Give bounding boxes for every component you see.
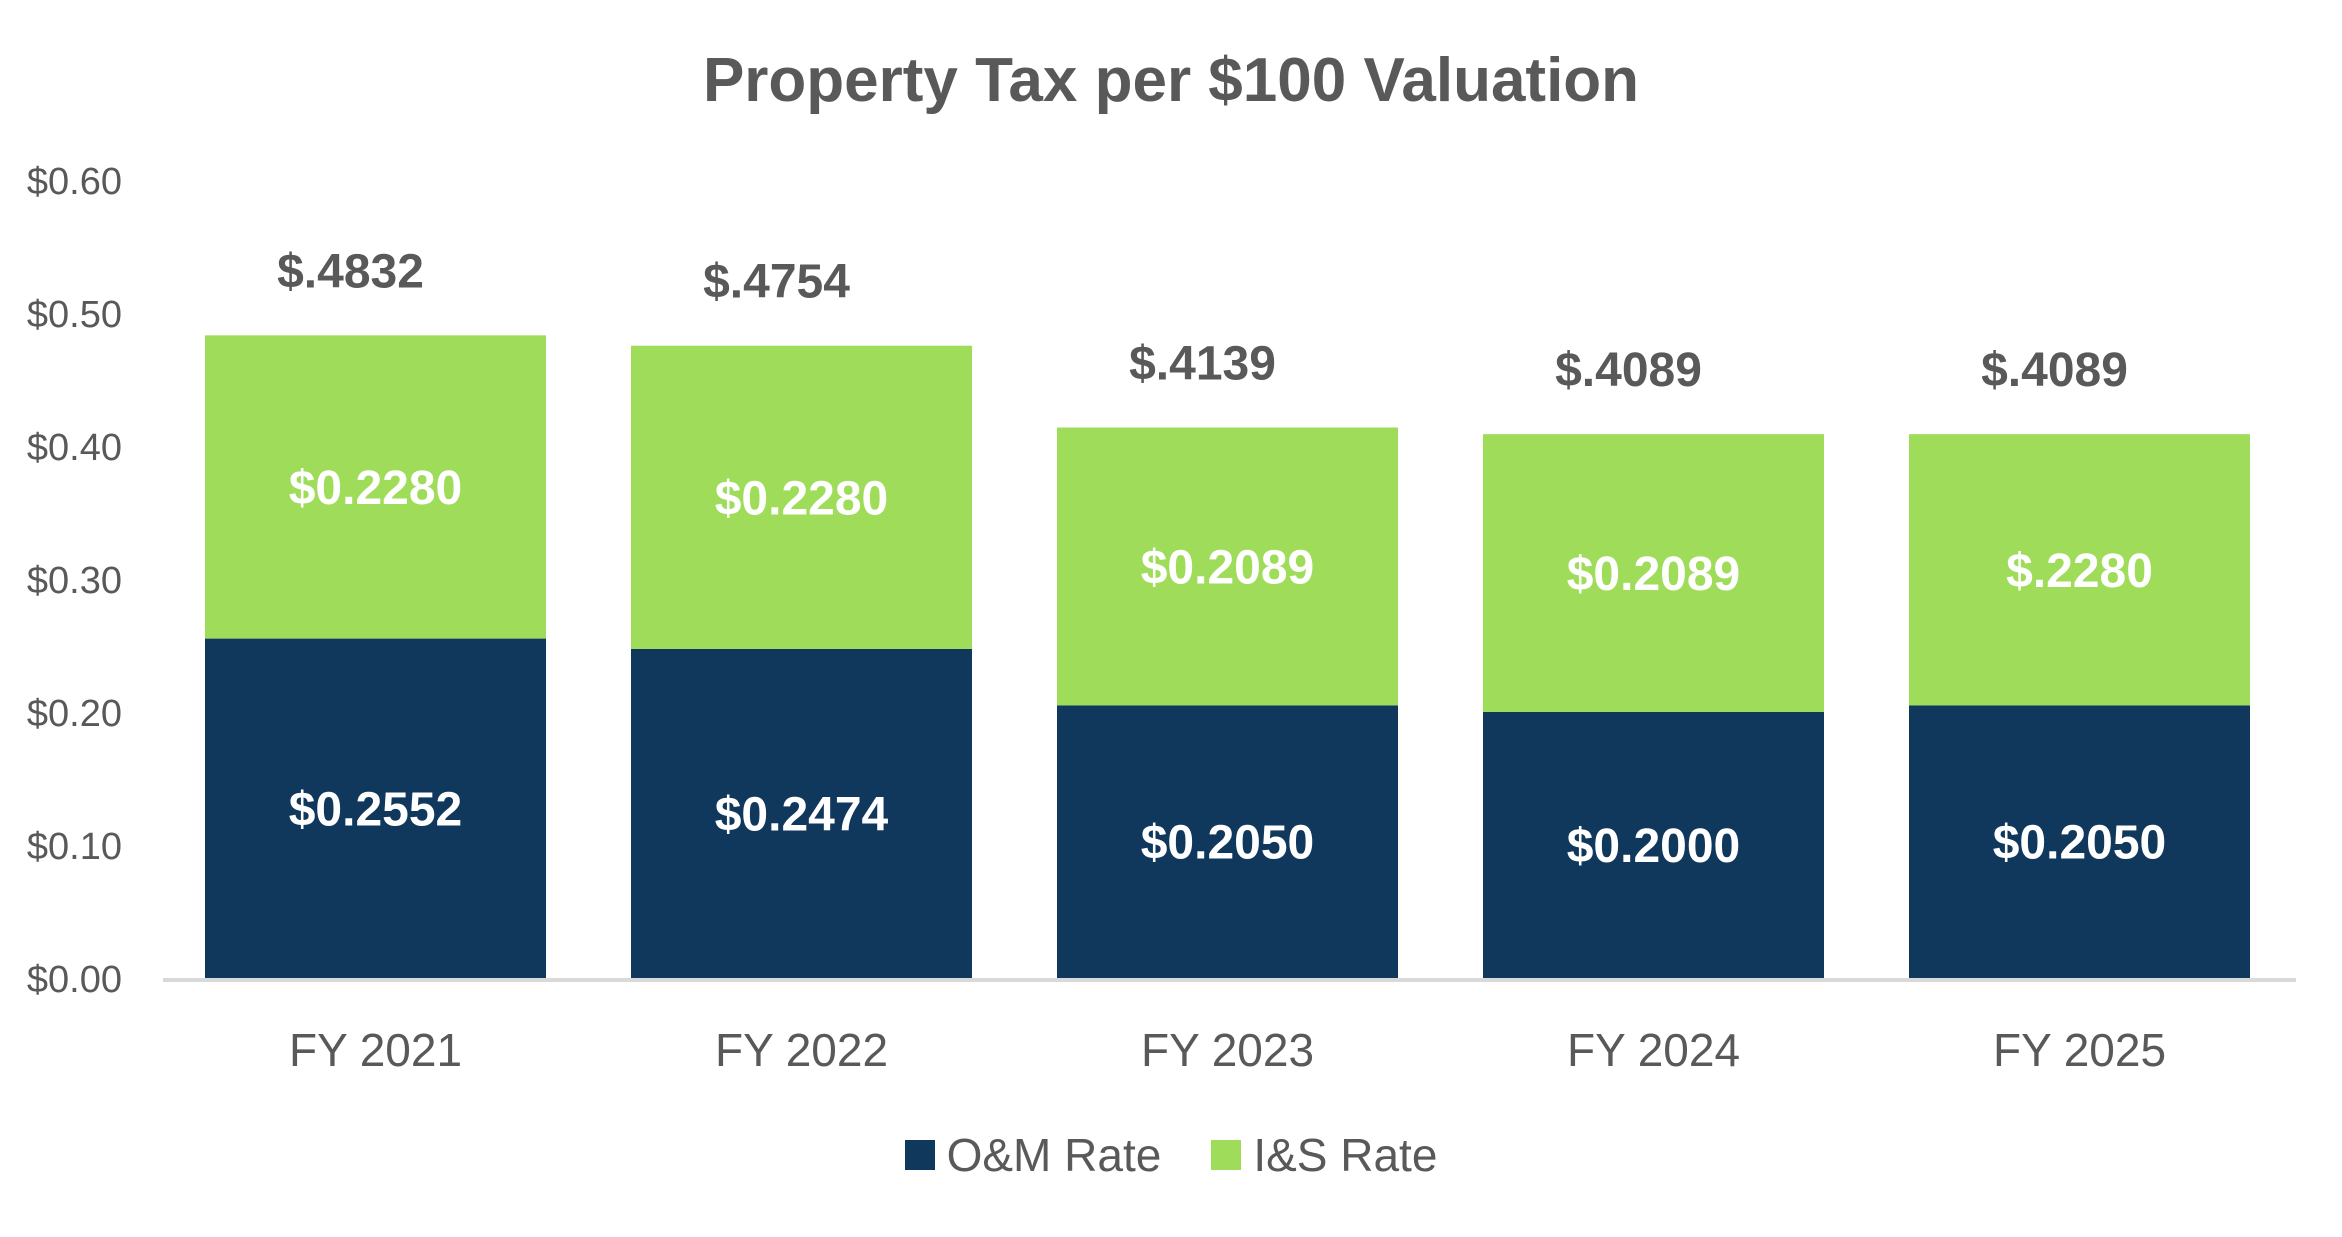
data-label: $0.2050 — [1141, 817, 1315, 870]
data-label: $0.2280 — [289, 462, 463, 515]
y-tick-label: $0.40 — [27, 427, 122, 469]
x-tick-label: FY 2024 — [1567, 1024, 1740, 1076]
chart-title: Property Tax per $100 Valuation — [702, 46, 1640, 115]
bar-segment-om — [1483, 712, 1824, 978]
bar-segment-om — [205, 638, 546, 978]
data-label: $0.2000 — [1567, 820, 1741, 873]
data-label: $0.2089 — [1567, 548, 1741, 601]
total-label: $.4754 — [703, 256, 850, 309]
total-label: $.4139 — [1129, 338, 1276, 391]
legend-label-is: I&S Rate — [1253, 1129, 1438, 1181]
bar-segment-om — [631, 648, 972, 978]
legend-item-is: I&S Rate — [1211, 1128, 1437, 1182]
data-label: $0.2280 — [715, 472, 889, 525]
data-label: $0.2089 — [1141, 541, 1315, 594]
y-tick-label: $0.10 — [27, 826, 122, 868]
x-tick-label: FY 2021 — [289, 1024, 462, 1076]
data-label: $0.2474 — [715, 788, 889, 841]
total-label: $.4089 — [1555, 344, 1702, 397]
bar-segment-is — [1909, 434, 2250, 706]
bar-segment-is — [1057, 427, 1398, 706]
y-tick-label: $0.60 — [27, 161, 122, 203]
total-label: $.4089 — [1981, 344, 2128, 397]
y-tick-label: $0.50 — [27, 294, 122, 336]
data-label: $0.2552 — [289, 783, 463, 836]
legend-swatch-om — [904, 1140, 935, 1170]
bar-segment-om — [1909, 705, 2250, 978]
data-label: $0.2050 — [1993, 817, 2167, 870]
bar-segment-is — [631, 345, 972, 649]
bar-segment-is — [1483, 434, 1824, 712]
bar-segment-om — [1057, 705, 1398, 978]
legend-label-om: O&M Rate — [946, 1129, 1162, 1181]
data-label: $.2280 — [2006, 545, 2153, 598]
legend-swatch-is — [1211, 1140, 1242, 1170]
bar-segment-is — [205, 335, 546, 639]
y-tick-label: $0.00 — [27, 959, 122, 1001]
legend: O&M Rate I&S Rate — [0, 1128, 2342, 1182]
legend-item-om: O&M Rate — [904, 1128, 1162, 1182]
x-tick-label: FY 2025 — [1993, 1024, 2166, 1076]
x-tick-label: FY 2022 — [715, 1024, 888, 1076]
y-tick-label: $0.30 — [27, 560, 122, 602]
x-tick-label: FY 2023 — [1141, 1024, 1314, 1076]
total-label: $.4832 — [277, 245, 424, 298]
y-tick-label: $0.20 — [27, 693, 122, 735]
